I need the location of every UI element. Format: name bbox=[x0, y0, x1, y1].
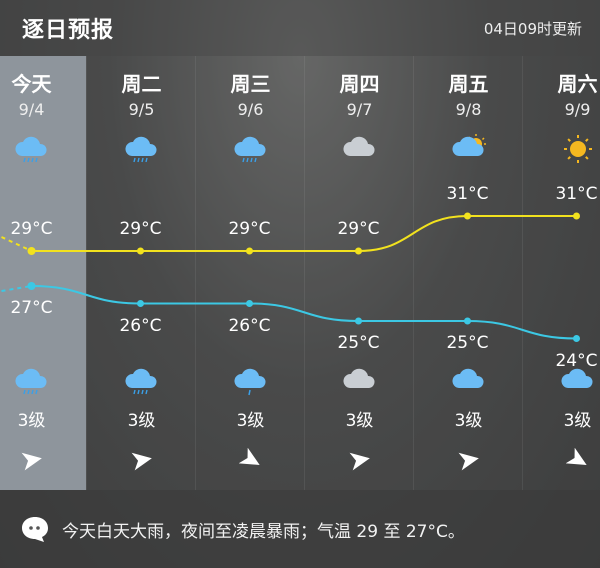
day-date: 9/4 bbox=[18, 100, 45, 119]
wind-direction bbox=[119, 448, 165, 472]
day-column[interactable]: 周五 9/8 3级 bbox=[413, 56, 522, 490]
drizzle-cloud-icon bbox=[233, 368, 266, 396]
header: 逐日预报 04日09时更新 bbox=[0, 0, 600, 56]
night-weather bbox=[337, 364, 383, 400]
night-weather bbox=[446, 364, 492, 400]
sun-icon bbox=[563, 135, 592, 163]
chat-bubble-icon bbox=[22, 517, 48, 542]
rain-cloud-icon bbox=[124, 136, 157, 163]
wind-direction bbox=[228, 447, 274, 472]
footer: 今天白天大雨，夜间至凌晨暴雨；气温 29 至 27°C。 bbox=[0, 490, 600, 568]
wind-level: 3级 bbox=[236, 411, 265, 431]
night-weather bbox=[555, 364, 600, 400]
day-weather bbox=[446, 132, 492, 168]
night-weather bbox=[9, 364, 55, 400]
day-date: 9/9 bbox=[564, 100, 591, 119]
day-name: 周六 bbox=[557, 72, 598, 96]
forecast-columns: 今天 9/4 3级 周二 9/5 3级 周三 9/6 3级 周四 9/7 3级 … bbox=[0, 56, 600, 490]
day-date: 9/6 bbox=[237, 100, 264, 119]
wind-direction bbox=[555, 447, 600, 472]
arrow-down-right-icon bbox=[238, 447, 260, 465]
day-name: 周三 bbox=[230, 72, 271, 96]
day-name: 今天 bbox=[11, 72, 52, 96]
wind-direction bbox=[446, 448, 492, 472]
wind-level: 3级 bbox=[17, 411, 46, 431]
partly-sunny-icon bbox=[451, 134, 486, 156]
day-date: 9/8 bbox=[455, 100, 482, 119]
rain-cloud-icon bbox=[124, 368, 157, 395]
day-name: 周五 bbox=[448, 72, 489, 96]
day-weather bbox=[9, 132, 55, 168]
night-weather bbox=[228, 364, 274, 400]
day-name: 周二 bbox=[121, 72, 162, 96]
day-weather bbox=[337, 132, 383, 168]
day-column[interactable]: 周二 9/5 3级 bbox=[86, 56, 195, 490]
day-weather bbox=[119, 132, 165, 168]
update-time: 04日09时更新 bbox=[483, 19, 582, 38]
arrow-down-right-icon bbox=[565, 447, 587, 465]
day-column[interactable]: 周四 9/7 3级 bbox=[304, 56, 413, 490]
night-weather bbox=[119, 364, 165, 400]
wind-direction bbox=[337, 448, 383, 472]
day-date: 9/7 bbox=[346, 100, 373, 119]
day-date: 9/5 bbox=[128, 100, 155, 119]
wind-level: 3级 bbox=[454, 411, 483, 431]
day-column[interactable]: 今天 9/4 3级 bbox=[0, 56, 86, 490]
rain-cloud-icon bbox=[14, 136, 47, 163]
day-column[interactable]: 周六 9/9 3级 bbox=[522, 56, 600, 490]
rain-cloud-icon bbox=[14, 368, 47, 395]
weather-summary: 今天白天大雨，夜间至凌晨暴雨；气温 29 至 27°C。 bbox=[62, 521, 465, 542]
page-title: 逐日预报 bbox=[22, 18, 115, 43]
wind-level: 3级 bbox=[127, 411, 156, 431]
arrow-right-icon bbox=[21, 452, 42, 471]
arrow-right-icon bbox=[458, 452, 479, 471]
cloud-icon bbox=[342, 368, 375, 388]
day-column[interactable]: 周三 9/6 3级 bbox=[195, 56, 304, 490]
partly-cloudy-night-icon bbox=[451, 367, 484, 388]
partly-cloudy-night-icon bbox=[560, 367, 593, 388]
rain-cloud-icon bbox=[233, 136, 266, 163]
arrow-right-icon bbox=[349, 452, 370, 471]
arrow-right-icon bbox=[131, 452, 152, 471]
wind-level: 3级 bbox=[345, 411, 374, 431]
wind-level: 3级 bbox=[563, 411, 592, 431]
wind-direction bbox=[9, 448, 55, 472]
day-name: 周四 bbox=[339, 72, 380, 96]
day-weather bbox=[228, 132, 274, 168]
cloud-icon bbox=[342, 136, 375, 156]
day-weather bbox=[555, 132, 600, 168]
